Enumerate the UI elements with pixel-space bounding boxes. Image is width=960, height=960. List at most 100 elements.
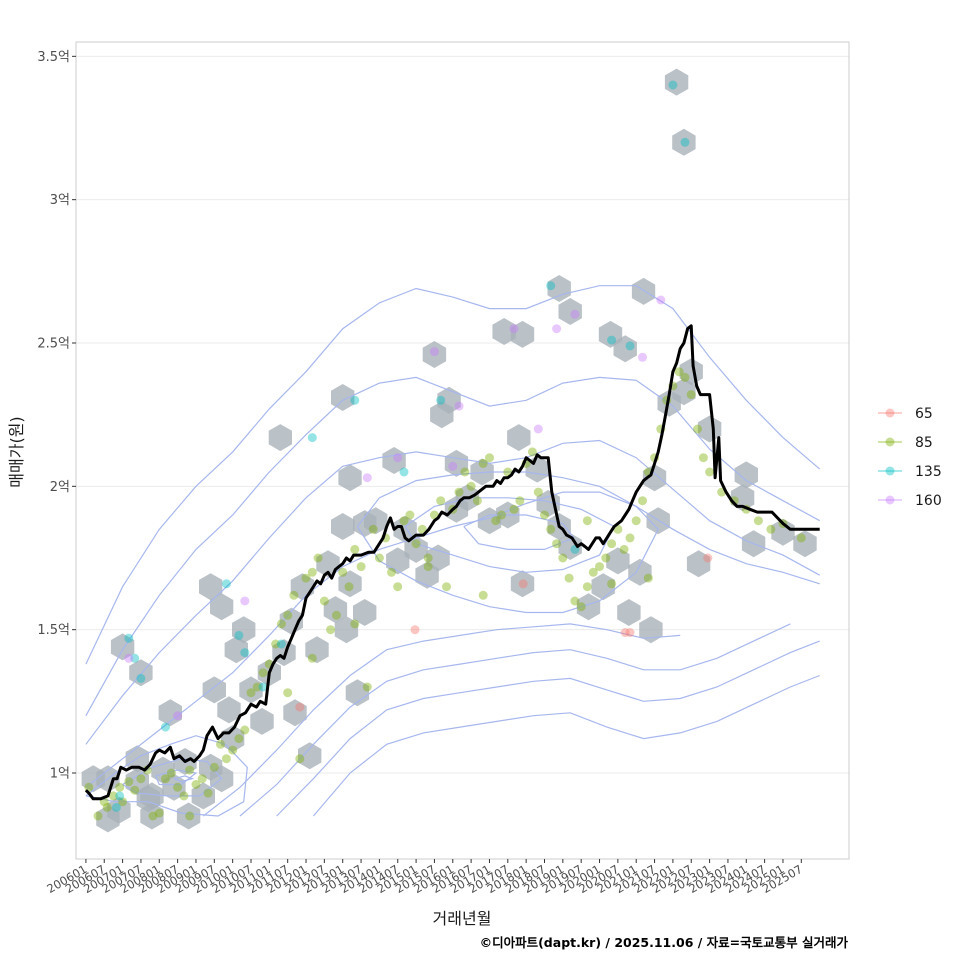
data-point-85	[191, 780, 201, 789]
data-point-135	[307, 433, 317, 443]
data-point-85	[313, 553, 323, 563]
data-point-85	[185, 765, 195, 775]
data-point-85	[478, 458, 488, 468]
density-contour-2	[85, 439, 820, 745]
data-point-135	[115, 791, 125, 801]
data-point-85	[356, 562, 366, 572]
data-point-85	[276, 619, 286, 629]
hexbin-cell	[510, 320, 535, 348]
data-point-85	[289, 590, 299, 600]
hexbin-cell	[232, 616, 256, 644]
density-contour-0	[85, 285, 821, 665]
data-point-85	[295, 754, 305, 764]
density-contour-8	[122, 758, 223, 797]
hexbin-cell	[353, 510, 377, 538]
hexbin-cell	[323, 596, 348, 624]
data-point-85	[491, 516, 501, 526]
hexbin-cell	[444, 449, 469, 477]
data-point-160	[509, 324, 519, 334]
legend-label: 160	[915, 493, 942, 509]
data-point-85	[130, 785, 140, 795]
data-point-85	[546, 524, 556, 534]
data-point-135	[258, 682, 268, 692]
hexbin-cell	[606, 547, 630, 575]
hexbin-cell	[140, 782, 164, 810]
data-point-85	[301, 573, 311, 583]
density-contour-7	[85, 735, 248, 817]
data-point-85	[595, 562, 604, 572]
hexbin-cell	[477, 507, 502, 535]
data-point-135	[399, 467, 409, 477]
data-point-85	[173, 782, 183, 792]
density-contour-12	[239, 623, 791, 817]
hexbin-cell	[338, 570, 362, 598]
data-point-85	[705, 467, 715, 477]
hexbin-cell	[250, 707, 274, 735]
data-point-85	[326, 625, 336, 635]
data-point-85	[350, 619, 360, 629]
density-contour-5	[404, 497, 616, 573]
data-point-85	[228, 745, 238, 755]
hexbin-cell	[672, 378, 696, 406]
data-point-85	[423, 553, 433, 563]
data-point-85	[203, 788, 213, 798]
density-contour-layer	[85, 285, 821, 817]
data-point-85	[209, 762, 219, 772]
trend-line	[84, 324, 820, 801]
hexbin-cell	[268, 424, 292, 452]
hexbin-cell	[697, 415, 722, 443]
hexbin-cell	[734, 461, 758, 489]
data-point-85	[466, 481, 476, 491]
hexbin-cell	[331, 513, 355, 540]
data-point-85	[362, 682, 372, 692]
legend-item-160: 160	[878, 493, 942, 509]
data-point-85	[108, 791, 118, 801]
data-point-85	[619, 544, 629, 554]
data-point-85	[607, 579, 617, 589]
data-point-85	[271, 639, 281, 649]
data-point-85	[693, 424, 702, 434]
data-point-85	[533, 487, 543, 497]
data-point-85	[93, 811, 103, 821]
hexbin-cell	[224, 636, 248, 664]
caption: ©디아파트(dapt.kr) / 2025.11.06 / 자료=국토교통부 실…	[480, 935, 849, 950]
data-point-85	[161, 774, 170, 784]
data-point-85	[698, 453, 708, 463]
data-point-160	[656, 295, 666, 305]
data-point-85	[625, 533, 635, 543]
data-point-85	[115, 782, 125, 792]
data-point-135	[124, 633, 134, 643]
hexbin-cell	[298, 742, 322, 770]
data-point-85	[283, 688, 293, 698]
data-point-85	[319, 596, 329, 606]
hexbin-cell	[176, 802, 201, 830]
y-tick-label: 1.5억	[37, 623, 70, 638]
density-contour-1	[85, 376, 820, 716]
hexbin-cell	[492, 318, 516, 345]
data-point-85	[154, 808, 164, 818]
data-point-135	[234, 630, 244, 640]
data-point-85	[307, 567, 317, 577]
hexbin-cell	[437, 386, 461, 414]
data-point-160	[454, 401, 464, 411]
hexbin-cell	[617, 599, 641, 626]
hexbin-cell	[404, 535, 428, 563]
data-point-85	[393, 582, 403, 592]
density-contour-10	[173, 775, 195, 783]
data-point-85	[423, 562, 433, 572]
data-point-160	[552, 324, 562, 334]
data-point-85	[460, 467, 470, 477]
data-point-135	[625, 341, 635, 351]
hexbin-cell	[382, 447, 406, 474]
data-point-85	[258, 668, 268, 678]
data-point-85	[252, 682, 262, 692]
hexbin-cell	[334, 616, 359, 644]
data-point-65	[295, 702, 305, 712]
data-point-85	[570, 596, 580, 606]
data-point-85	[332, 610, 341, 620]
data-point-85	[148, 811, 158, 821]
data-point-135	[240, 648, 250, 658]
data-point-85	[84, 782, 94, 792]
data-point-85	[607, 539, 617, 549]
